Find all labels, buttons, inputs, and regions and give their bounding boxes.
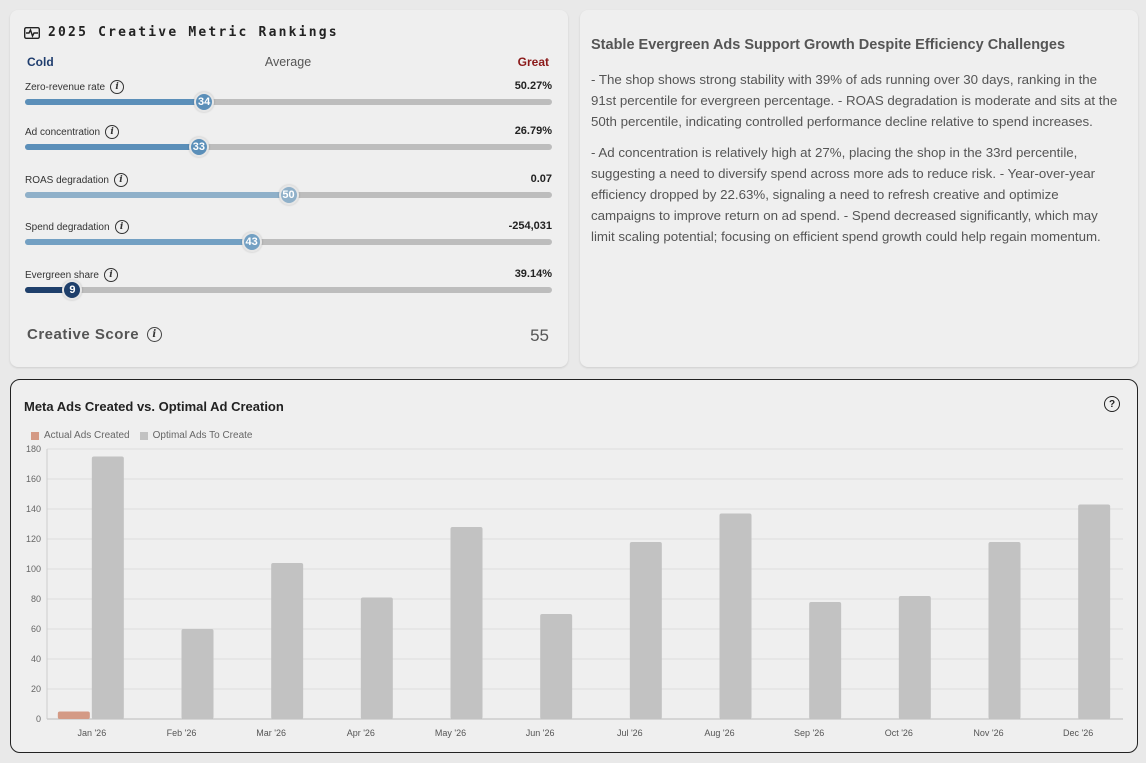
metric-track: 34 [25,92,552,112]
x-tick-label: Aug '26 [704,728,734,738]
creative-score-value: 55 [530,326,549,345]
bar-optimal [91,456,124,719]
metric-percentile-knob[interactable]: 50 [278,185,299,205]
metric-value: 0.07 [530,173,552,185]
metric-fill [25,99,205,105]
bar-optimal [629,542,662,719]
creative-score-label-row: Creative Score i [27,326,163,343]
bar-optimal [450,527,483,719]
bar-optimal [809,602,842,719]
y-tick-label: 20 [31,684,41,694]
metric-percentile-knob[interactable]: 9 [62,280,83,300]
x-tick-label: Mar '26 [256,728,286,738]
metric-track: 50 [25,185,552,205]
y-tick-label: 40 [31,654,41,664]
x-tick-label: Dec '26 [1063,728,1093,738]
metric-value: -254,031 [508,220,552,232]
summary-card: Stable Evergreen Ads Support Growth Desp… [580,10,1138,367]
legend-swatch [31,431,39,440]
metric-percentile-knob[interactable]: 33 [188,137,209,157]
metric-fill [25,192,289,198]
info-icon[interactable]: i [147,327,163,342]
ads-created-chart-card: Meta Ads Created vs. Optimal Ad Creation… [10,379,1138,753]
bar-optimal [181,629,214,719]
summary-paragraph: - Ad concentration is relatively high at… [591,145,1101,244]
summary-title: Stable Evergreen Ads Support Growth Desp… [591,37,1066,53]
x-tick-label: Apr '26 [347,728,375,738]
metric-track: 9 [25,280,552,300]
scale-low-label: Cold [27,55,54,69]
scale-high-label: Great [517,55,549,69]
legend-swatch [139,431,148,440]
bar-optimal [360,597,393,719]
summary-body: - The shop shows strong stability with 3… [591,69,1124,257]
metric-label: ROAS degradation [25,174,109,186]
metric-percentile-knob[interactable]: 43 [241,232,262,252]
rankings-title-text: 2025 Creative Metric Rankings [48,25,339,40]
y-tick-label: 120 [26,534,41,544]
metric-evergreen-share: Evergreen share i 39.14% 9 [25,268,552,314]
metric-fill [25,144,199,150]
creative-score-label: Creative Score [27,326,140,343]
bar-optimal [719,513,752,719]
creative-metric-rankings-card: 2025 Creative Metric Rankings Cold Avera… [10,10,568,367]
y-tick-label: 0 [36,714,41,724]
x-tick-label: Oct '26 [885,728,913,738]
metric-fill [25,287,73,293]
x-tick-label: Jun '26 [526,728,555,738]
metric-zero-revenue-rate: Zero-revenue rate i 50.27% 34 [25,80,552,126]
x-tick-label: Jul '26 [617,728,643,738]
pulse-icon [24,26,40,39]
legend-label: Optimal Ads To Create [152,430,253,441]
bar-optimal [271,563,304,719]
legend-item-actual[interactable]: Actual Ads Created [31,430,130,441]
rankings-title: 2025 Creative Metric Rankings [24,25,339,40]
metric-label: Evergreen share [25,269,99,281]
legend-label: Actual Ads Created [44,430,130,441]
summary-paragraph: - The shop shows strong stability with 3… [591,72,1118,129]
x-tick-label: May '26 [435,728,466,738]
metric-value: 39.14% [514,268,552,280]
metric-label: Ad concentration [25,126,101,138]
metric-value: 50.27% [514,80,552,92]
metric-track: 33 [25,137,552,157]
chart-title: Meta Ads Created vs. Optimal Ad Creation [24,399,284,414]
metric-fill [25,239,252,245]
bar-optimal [540,614,573,719]
metric-track: 43 [25,232,552,252]
x-tick-label: Nov '26 [973,728,1003,738]
x-tick-label: Feb '26 [167,728,197,738]
scale-mid-label: Average [264,55,312,69]
chart-legend: Actual Ads Created Optimal Ads To Create [31,430,252,441]
metric-label: Zero-revenue rate [25,81,106,93]
info-icon[interactable]: i [113,173,128,187]
y-tick-label: 180 [26,444,41,454]
info-icon[interactable]: i [105,125,120,139]
info-icon[interactable]: i [103,268,118,282]
metric-value: 26.79% [514,125,552,137]
metric-spend-degradation: Spend degradation i -254,031 43 [25,220,552,266]
rank-scale: Cold Average Great [27,55,549,71]
x-tick-label: Jan '26 [77,728,106,738]
metric-roas-degradation: ROAS degradation i 0.07 50 [25,173,552,219]
y-tick-label: 140 [26,504,41,514]
x-tick-label: Sep '26 [794,728,824,738]
y-tick-label: 80 [31,594,41,604]
metric-ad-concentration: Ad concentration i 26.79% 33 [25,125,552,171]
legend-item-optimal[interactable]: Optimal Ads To Create [139,430,253,441]
bar-optimal [988,542,1021,719]
y-tick-label: 100 [26,564,41,574]
help-icon[interactable]: ? [1104,396,1120,412]
y-tick-label: 60 [31,624,41,634]
metric-percentile-knob[interactable]: 34 [194,92,215,112]
y-tick-label: 160 [26,474,41,484]
metric-label: Spend degradation [25,221,110,233]
info-icon[interactable]: i [114,220,129,234]
info-icon[interactable]: i [110,80,125,94]
bar-chart: 0 20 40 60 80 100 120 140 160 180 Jan '26 Feb '26 Ma… [26,444,1123,738]
bar-optimal [1078,504,1111,719]
bar-actual [57,711,90,719]
bar-optimal [898,596,931,719]
